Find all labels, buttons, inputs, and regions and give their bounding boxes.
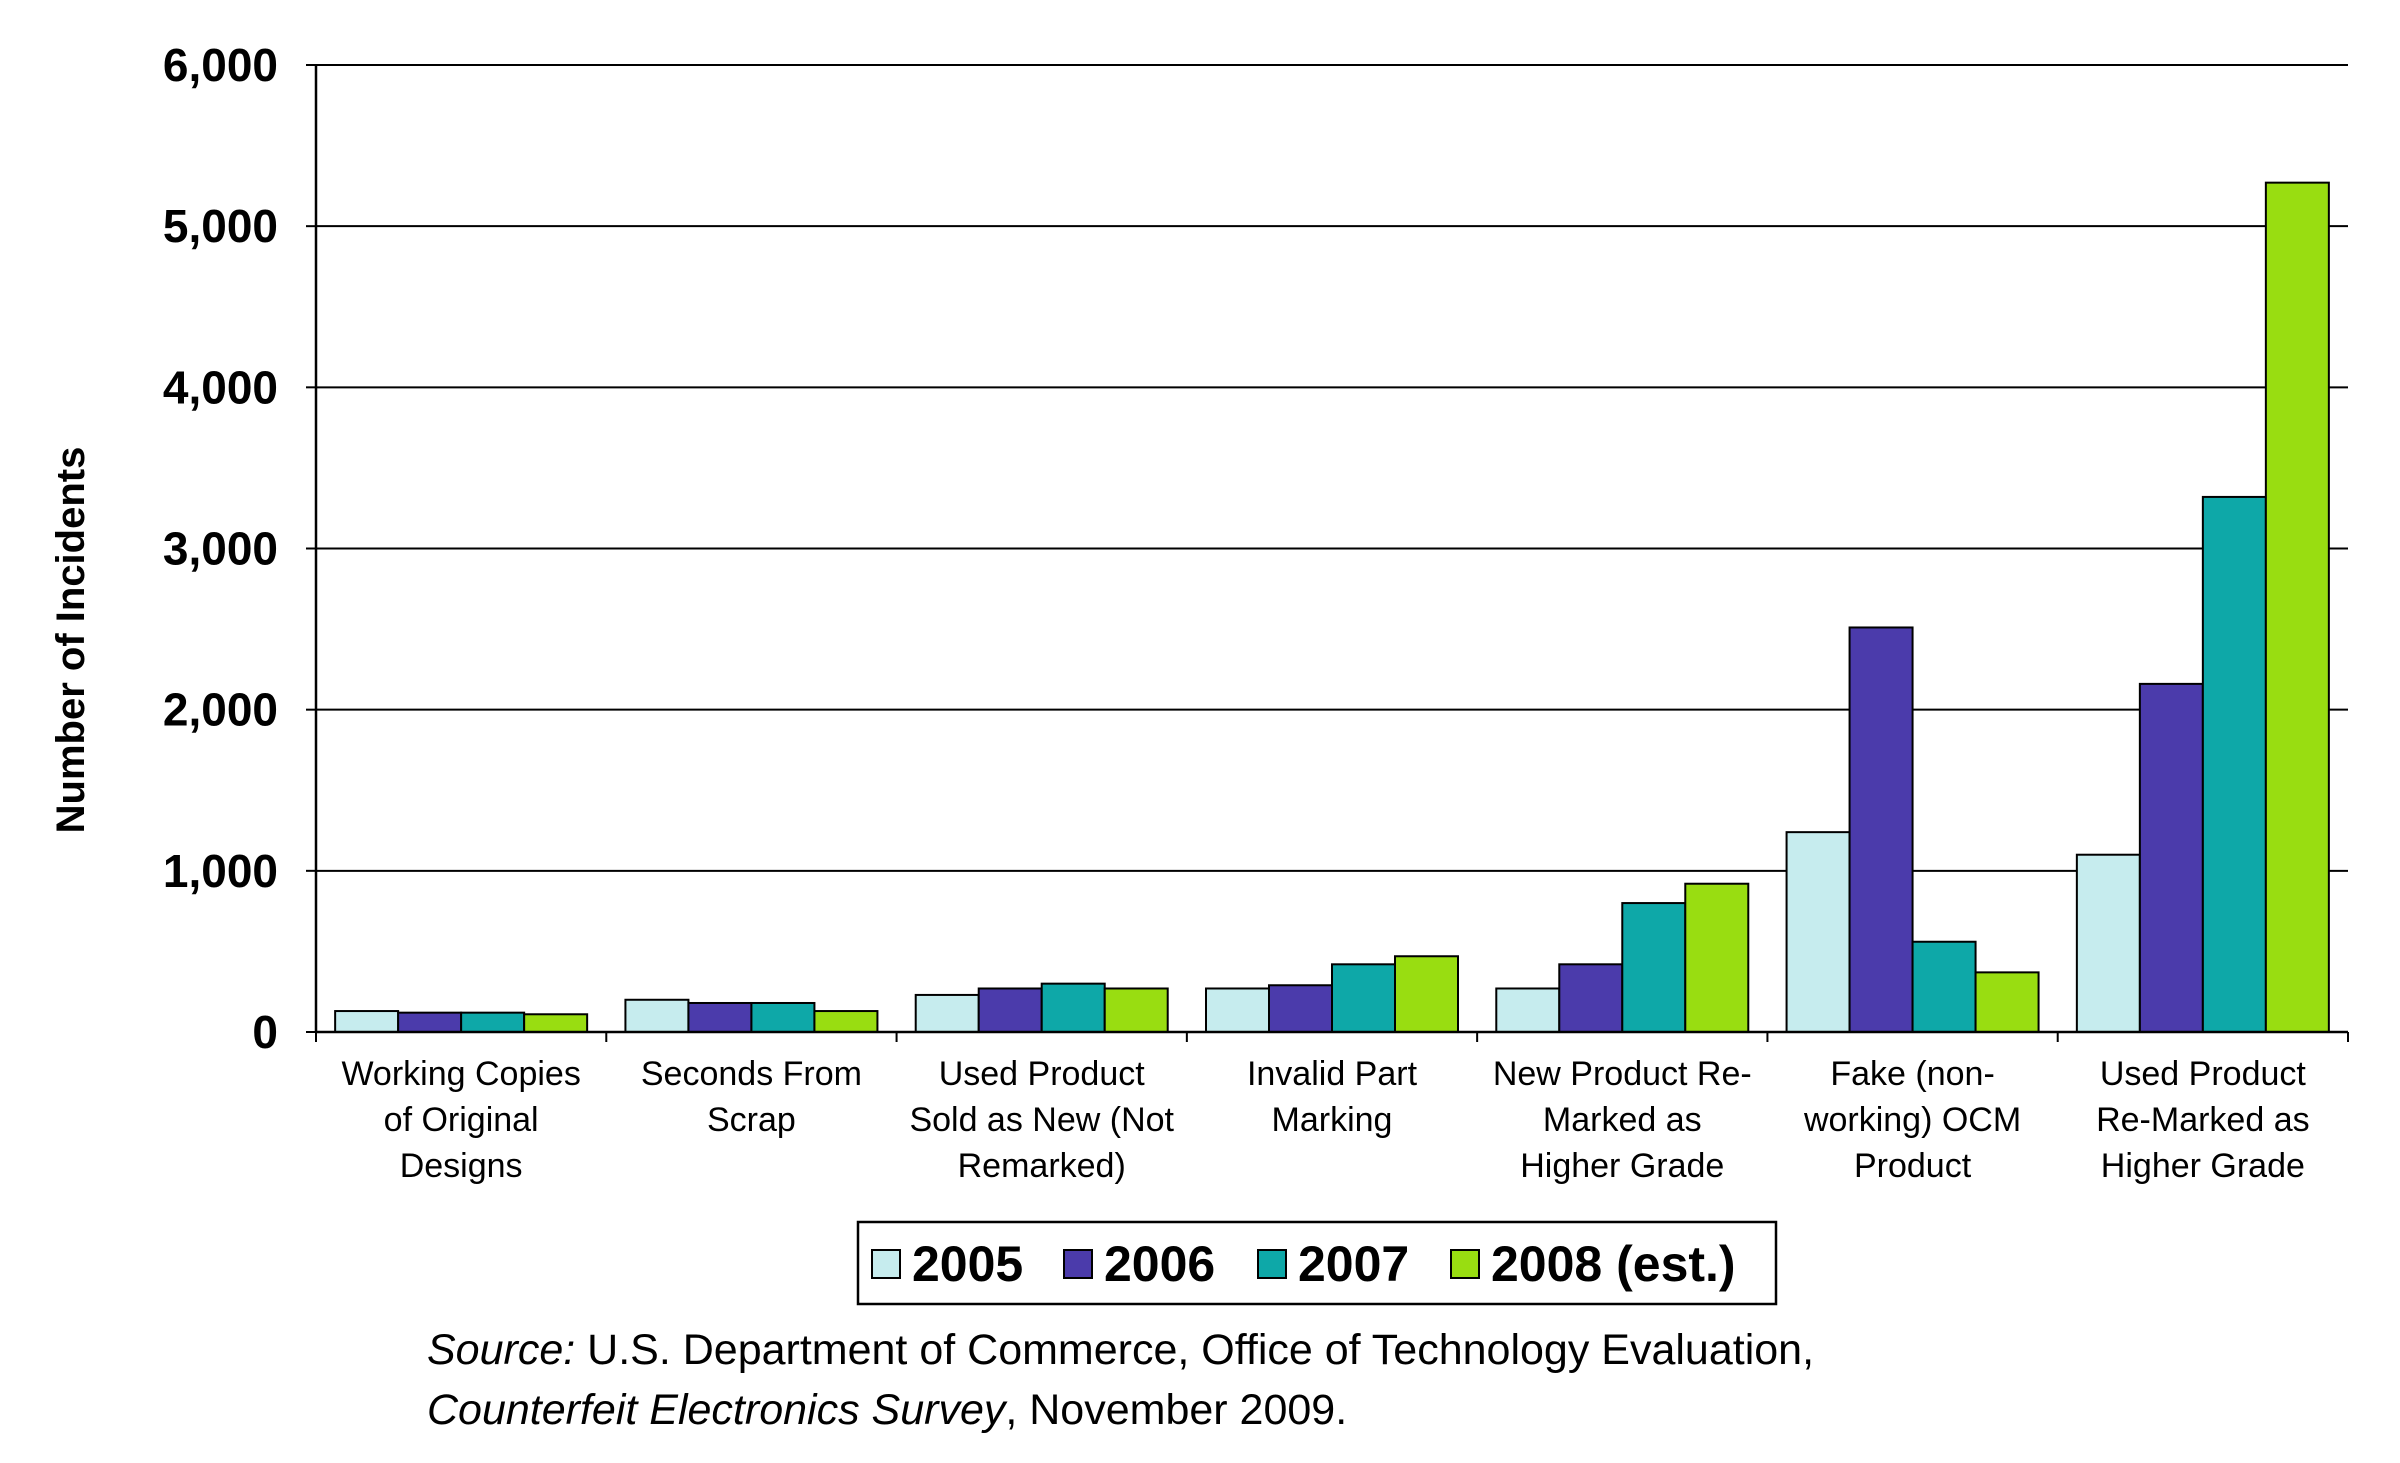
bar-2005-cat4 [1205, 987, 1270, 1033]
legend-label-2008est: 2008 (est.) [1491, 1236, 1736, 1292]
bar-2008est-cat7 [2264, 181, 2330, 1033]
source-text-2: , November 2009. [1005, 1386, 1348, 1434]
legend-swatch-2006 [1063, 1249, 1093, 1279]
y-tick-labels: 0 1,000 2,000 3,000 4,000 5,000 6,000 [163, 39, 278, 1058]
x-category-label-line: New Product Re- [1493, 1055, 1752, 1093]
x-category-label-line: of Original [384, 1101, 539, 1139]
bar-2007-cat6 [1911, 940, 1977, 1033]
y-tick-label-0: 0 [252, 1006, 278, 1058]
bar-2005-cat3 [914, 993, 980, 1033]
legend-label-2005: 2005 [912, 1236, 1023, 1292]
bar-2007-cat3 [1040, 982, 1106, 1034]
bar-2008est-cat4 [1394, 955, 1459, 1033]
legend-swatch-2008est [1450, 1249, 1480, 1279]
x-category-label-line: Working Copies [341, 1055, 580, 1093]
bar-2005-cat7 [2075, 853, 2141, 1034]
x-category-label-line: Product [1854, 1147, 1972, 1185]
source-text-1: U.S. Department of Commerce, Office of T… [575, 1326, 1815, 1374]
bar-2005-cat1 [334, 1010, 400, 1034]
bar-2007-cat1 [460, 1011, 526, 1033]
x-category-label-line: Invalid Part [1247, 1055, 1418, 1093]
source-label: Source: [427, 1326, 576, 1374]
axes [306, 64, 2349, 1042]
bar-2005-cat6 [1785, 831, 1851, 1033]
y-tick-label-3000: 3,000 [163, 523, 278, 575]
legend-label-2006: 2006 [1104, 1236, 1215, 1292]
source-line-1: Source: U.S. Department of Commerce, Off… [427, 1320, 1814, 1380]
x-category-label-5: New Product Re- Marked as Higher Grade [1493, 1055, 1752, 1185]
y-tick-label-1000: 1,000 [163, 845, 278, 897]
x-category-label-line: Used Product [939, 1055, 1146, 1093]
bar-2006-cat5 [1558, 963, 1624, 1033]
source-survey-title: Counterfeit Electronics Survey [427, 1386, 1006, 1434]
x-category-label-line: Used Product [2100, 1055, 2307, 1093]
x-category-labels: Working Copies of Original Designs Seconds … [341, 1055, 2309, 1185]
x-category-label-line: working) OCM [1803, 1101, 2021, 1139]
y-axis-label: Number of Incidents [49, 447, 93, 834]
bar-2008est-cat2 [813, 1010, 879, 1034]
bar-2008est-cat6 [1974, 971, 2040, 1034]
y-tick-label-6000: 6,000 [163, 39, 278, 91]
bar-2008est-cat5 [1684, 882, 1750, 1034]
legend-box [856, 1220, 1778, 1306]
bar-2005-cat2 [624, 998, 690, 1033]
x-category-label-line: Re-Marked as [2096, 1101, 2310, 1139]
y-tick-label-2000: 2,000 [163, 684, 278, 736]
bar-2006-cat7 [2138, 682, 2204, 1033]
bars [334, 181, 2330, 1034]
x-category-label-line: Seconds From [641, 1055, 862, 1093]
gridlines [316, 64, 2348, 872]
x-category-label-line: Scrap [707, 1101, 796, 1139]
bar-2007-cat5 [1621, 902, 1687, 1033]
bar-2007-cat2 [750, 1001, 816, 1033]
bar-2006-cat1 [397, 1011, 463, 1033]
bar-2006-cat2 [687, 1001, 753, 1033]
x-category-label-line: Designs [400, 1147, 523, 1185]
x-category-label-line: Marking [1272, 1101, 1393, 1139]
x-category-label-line: Fake (non- [1830, 1055, 1994, 1093]
x-category-label-2: Seconds From Scrap [641, 1055, 862, 1139]
x-category-label-7: Used Product Re-Marked as Higher Grade [2096, 1055, 2310, 1185]
x-category-label-line: Sold as New (Not [909, 1101, 1174, 1139]
bar-2008est-cat1 [523, 1013, 589, 1033]
x-category-label-1: Working Copies of Original Designs [341, 1055, 580, 1185]
bar-2006-cat4 [1268, 984, 1333, 1033]
x-category-label-3: Used Product Sold as New (Not Remarked) [909, 1055, 1174, 1185]
bar-2008est-cat3 [1103, 987, 1169, 1033]
bar-2007-cat7 [2201, 495, 2267, 1033]
x-category-label-line: Remarked) [958, 1147, 1126, 1185]
bar-2006-cat6 [1848, 626, 1914, 1033]
bar-2005-cat5 [1495, 987, 1561, 1033]
legend-label-2007: 2007 [1298, 1236, 1409, 1292]
bar-2006-cat3 [977, 987, 1043, 1033]
source-line-2: Counterfeit Electronics Survey, November… [427, 1380, 1814, 1440]
x-category-label-line: Higher Grade [1520, 1147, 1724, 1185]
x-category-label-line: Marked as [1543, 1101, 1702, 1139]
bar-2007-cat4 [1331, 963, 1396, 1033]
x-category-label-6: Fake (non-working) OCM Product [1803, 1055, 2021, 1185]
legend: 2005 2006 2007 2008 (est.) [856, 1220, 1778, 1306]
y-tick-label-4000: 4,000 [163, 361, 278, 413]
x-category-label-line: Higher Grade [2101, 1147, 2305, 1185]
legend-swatch-2007 [1257, 1249, 1287, 1279]
legend-swatch-2005 [871, 1249, 901, 1279]
x-category-label-4: Invalid Part Marking [1247, 1055, 1418, 1139]
y-tick-label-5000: 5,000 [163, 200, 278, 252]
source-citation: Source: U.S. Department of Commerce, Off… [427, 1320, 1814, 1440]
